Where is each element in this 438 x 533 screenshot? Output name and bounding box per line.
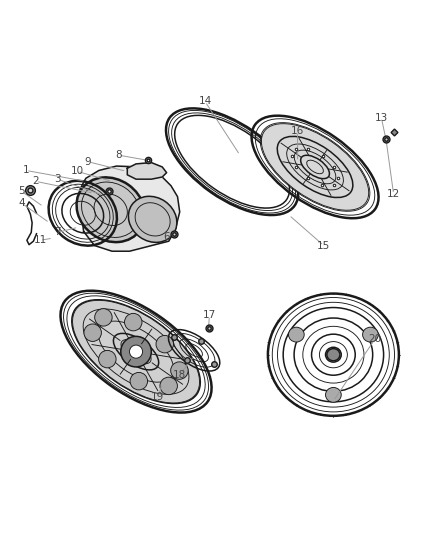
Ellipse shape [84, 324, 102, 342]
Ellipse shape [363, 327, 378, 342]
Text: 15: 15 [317, 240, 330, 251]
Ellipse shape [124, 313, 142, 331]
Text: 18: 18 [173, 370, 186, 380]
Ellipse shape [327, 349, 340, 361]
Text: 3: 3 [54, 174, 61, 184]
Text: 10: 10 [71, 166, 84, 176]
Text: 2: 2 [32, 176, 39, 187]
Text: 20: 20 [369, 334, 382, 344]
Text: 12: 12 [387, 189, 400, 199]
Text: 7: 7 [54, 228, 61, 237]
Text: 9: 9 [85, 157, 92, 167]
Ellipse shape [171, 362, 188, 379]
Ellipse shape [289, 327, 304, 342]
Ellipse shape [325, 387, 341, 402]
Text: 16: 16 [291, 126, 304, 136]
Text: 1: 1 [23, 165, 29, 175]
Text: 13: 13 [375, 113, 388, 123]
Ellipse shape [121, 336, 151, 367]
Text: 8: 8 [115, 150, 122, 160]
Ellipse shape [73, 301, 200, 403]
Ellipse shape [160, 377, 177, 394]
Text: 14: 14 [198, 96, 212, 107]
Ellipse shape [99, 350, 116, 368]
Ellipse shape [130, 373, 148, 390]
Ellipse shape [130, 345, 143, 358]
Text: 4: 4 [18, 198, 25, 208]
Polygon shape [79, 166, 180, 251]
Text: 11: 11 [33, 235, 46, 245]
Ellipse shape [95, 309, 112, 326]
Ellipse shape [77, 177, 145, 242]
Text: 6: 6 [163, 232, 170, 242]
Text: 19: 19 [151, 392, 165, 402]
Ellipse shape [156, 335, 173, 353]
Ellipse shape [261, 124, 369, 210]
Text: 17: 17 [203, 310, 216, 320]
Polygon shape [127, 163, 166, 179]
Text: 5: 5 [18, 187, 25, 196]
Ellipse shape [128, 196, 177, 243]
